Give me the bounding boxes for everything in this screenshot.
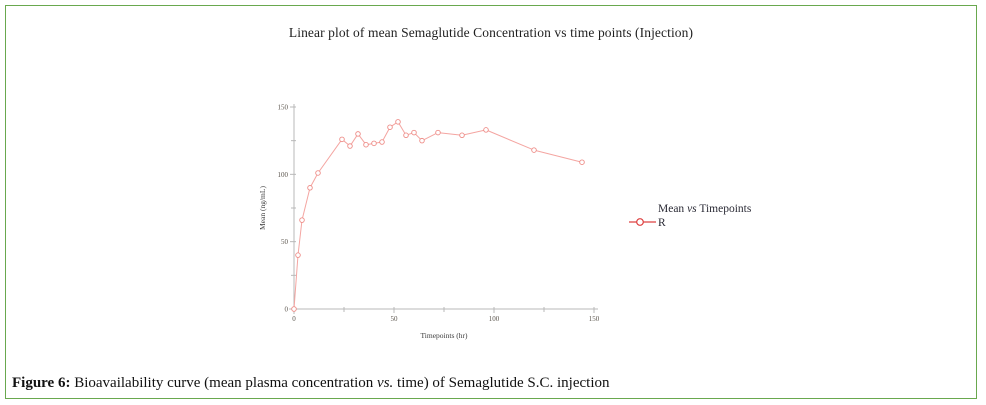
svg-text:100: 100 [278, 171, 289, 179]
line-chart: 0 50 100 150 0 50 100 150 Timepoints (hr) Mean (n… [258, 104, 600, 341]
svg-text:100: 100 [489, 315, 500, 323]
figure-caption: Figure 6: Bioavailability curve (mean pl… [12, 375, 610, 391]
chart-title: Linear plot of mean Semaglutide Concentr… [288, 25, 694, 40]
svg-text:Timepoints (hr): Timepoints (hr) [420, 331, 468, 340]
svg-text:150: 150 [589, 315, 600, 323]
legend-line-2: R [658, 216, 666, 229]
chart-legend: Mean vs Timepoints R [629, 203, 751, 230]
svg-text:50: 50 [391, 315, 399, 323]
legend-line-1: Mean vs Timepoints [658, 203, 752, 215]
svg-text:0: 0 [292, 315, 296, 323]
legend-marker-icon [629, 218, 656, 226]
figure-panel: Linear plot of mean Semaglutide Concentr… [5, 5, 977, 399]
svg-text:50: 50 [281, 238, 289, 246]
svg-text:Mean (ng/mL): Mean (ng/mL) [258, 186, 267, 230]
legend-label: Mean vs Timepoints R [658, 203, 751, 230]
svg-text:0: 0 [285, 306, 289, 314]
svg-text:150: 150 [278, 104, 289, 112]
caption-label: Figure 6: [12, 375, 71, 391]
